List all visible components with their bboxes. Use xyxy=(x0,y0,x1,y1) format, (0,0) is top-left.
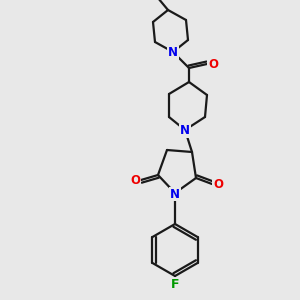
Text: O: O xyxy=(208,58,218,70)
Text: N: N xyxy=(170,188,180,200)
Text: O: O xyxy=(130,173,140,187)
Text: O: O xyxy=(213,178,223,190)
Text: N: N xyxy=(168,46,178,59)
Text: F: F xyxy=(171,278,179,292)
Text: N: N xyxy=(180,124,190,137)
